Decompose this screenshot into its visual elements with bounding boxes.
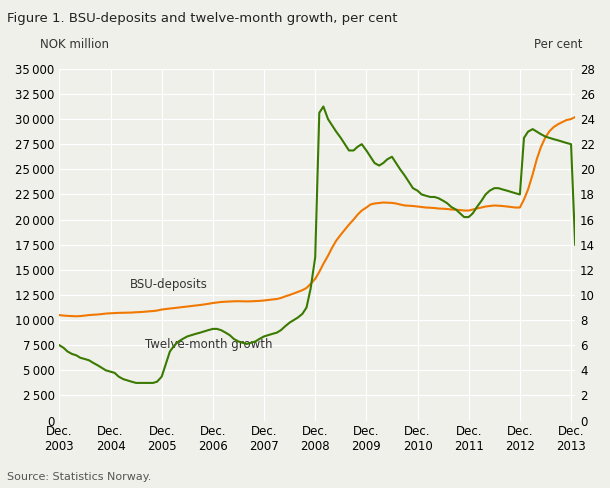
Text: BSU-deposits: BSU-deposits [130,278,208,291]
Text: Source: Statistics Norway.: Source: Statistics Norway. [7,472,152,482]
Text: Per cent: Per cent [534,38,583,51]
Text: Figure 1. BSU-deposits and twelve-month growth, per cent: Figure 1. BSU-deposits and twelve-month … [7,12,398,25]
Text: NOK million: NOK million [40,38,109,51]
Text: Twelve-month growth: Twelve-month growth [145,338,273,351]
